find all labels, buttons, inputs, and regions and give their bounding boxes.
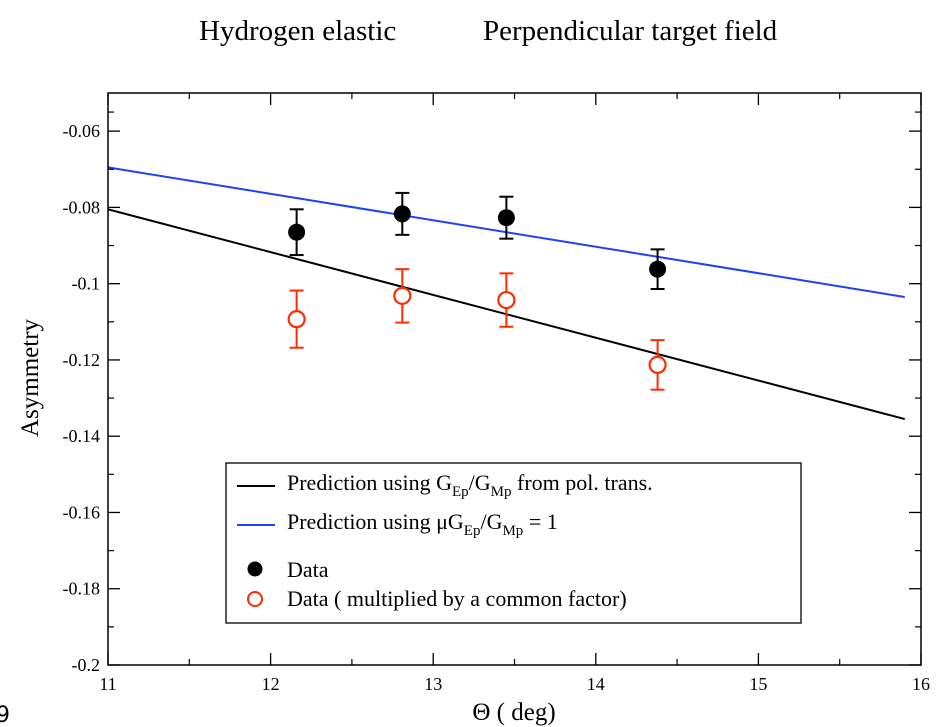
y-tick-label: -0.1 — [72, 274, 101, 294]
x-axis-label: Θ ( deg) — [472, 699, 555, 726]
y-tick-label: -0.16 — [63, 502, 101, 522]
data-point — [497, 209, 515, 227]
page-corner-label: 9 — [0, 703, 10, 727]
legend-label-black-post: from pol. trans. — [512, 470, 653, 495]
data-point — [393, 205, 411, 223]
scaled-data-point — [287, 310, 306, 329]
y-tick-label: -0.08 — [63, 197, 101, 217]
legend-label-black-sub1: Ep — [452, 484, 469, 500]
chart-title-right: Perpendicular target field — [483, 15, 778, 47]
scaled-data-point — [393, 286, 412, 305]
scaled-data-point — [497, 290, 516, 310]
y-axis-label: Asymmetry — [17, 318, 44, 437]
y-tick-label: -0.06 — [63, 121, 101, 141]
legend-label-black-line: Prediction using GEp/GMp from pol. trans… — [287, 470, 653, 500]
legend-label-blue-sub2: Mp — [502, 523, 523, 539]
legend-label-blue-pre: Prediction using μG — [287, 509, 464, 534]
data-point — [649, 260, 667, 278]
legend: Prediction using GEp/GMp from pol. trans… — [225, 462, 802, 624]
legend-box — [225, 462, 802, 624]
x-tick-label: 11 — [99, 674, 116, 694]
legend-label-blue-post: = 1 — [523, 509, 557, 534]
x-tick-label: 16 — [912, 674, 930, 694]
legend-label-blue-mid: /G — [480, 509, 502, 534]
legend-label-scaled-data: Data ( multiplied by a common factor) — [287, 586, 627, 611]
x-tick-label: 15 — [749, 674, 767, 694]
y-tick-label: -0.12 — [63, 350, 101, 370]
data-point — [288, 223, 306, 241]
x-tick-label: 12 — [262, 674, 280, 694]
legend-swatch-scaled-data-marker — [247, 591, 263, 607]
y-tick-label: -0.2 — [72, 655, 101, 675]
legend-label-data: Data — [287, 557, 329, 582]
y-axis-ticks: -0.2 -0.18 -0.16 -0.14 -0.12 -0.1 -0.08 -0.06 — [63, 111, 921, 675]
legend-swatch-data-marker — [247, 561, 263, 577]
x-tick-label: 13 — [424, 674, 442, 694]
y-tick-label: -0.18 — [63, 579, 101, 599]
scaled-data-point — [648, 355, 667, 374]
x-axis-ticks: 11 12 13 14 15 16 — [99, 93, 930, 694]
plot-points — [287, 191, 667, 391]
legend-label-black-pre: Prediction using G — [287, 470, 452, 495]
legend-label-black-mid: /G — [469, 470, 491, 495]
legend-label-blue-sub1: Ep — [464, 523, 481, 539]
x-tick-label: 14 — [587, 674, 605, 694]
legend-label-blue-line: Prediction using μGEp/GMp = 1 — [287, 509, 558, 539]
legend-label-black-sub2: Mp — [491, 484, 512, 500]
chart-title-left: Hydrogen elastic — [199, 15, 396, 47]
y-tick-label: -0.14 — [63, 426, 101, 446]
